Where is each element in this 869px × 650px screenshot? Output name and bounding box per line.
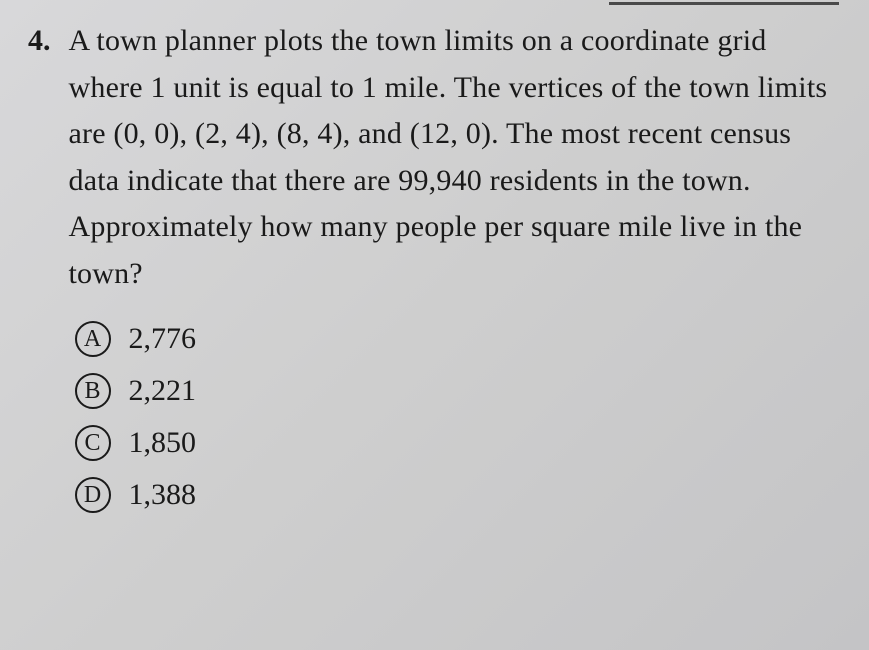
choice-letter-c: C (75, 425, 111, 461)
choice-value-d: 1,388 (129, 478, 197, 512)
question-body: A town planner plots the town limits on … (69, 18, 832, 529)
choice-letter-d: D (75, 477, 111, 513)
choice-value-a: 2,776 (129, 322, 197, 356)
question-text: A town planner plots the town limits on … (69, 18, 832, 297)
page-border-line (609, 2, 839, 5)
choice-c[interactable]: C 1,850 (75, 425, 832, 461)
choice-d[interactable]: D 1,388 (75, 477, 832, 513)
choice-value-b: 2,221 (129, 374, 197, 408)
choice-letter-b: B (75, 373, 111, 409)
question-number: 4. (28, 18, 51, 529)
answer-choices: A 2,776 B 2,221 C 1,850 D 1,388 (69, 321, 832, 513)
choice-b[interactable]: B 2,221 (75, 373, 832, 409)
choice-letter-a: A (75, 321, 111, 357)
choice-a[interactable]: A 2,776 (75, 321, 832, 357)
choice-value-c: 1,850 (129, 426, 197, 460)
question-container: 4. A town planner plots the town limits … (28, 18, 831, 529)
